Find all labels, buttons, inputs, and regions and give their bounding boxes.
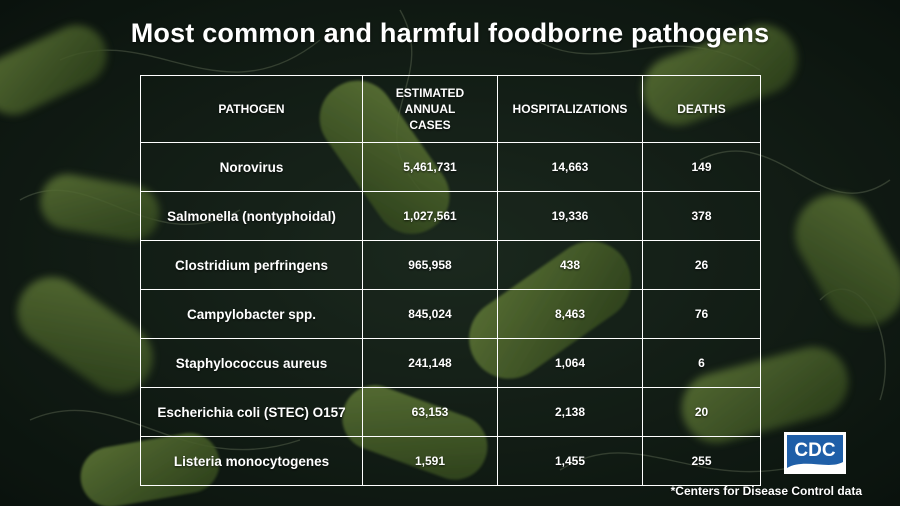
deaths-cell: 6 <box>642 338 761 388</box>
hospitalizations-cell: 1,064 <box>497 338 643 388</box>
table-row: Staphylococcus aureus 241,148 1,064 6 <box>140 338 761 388</box>
deaths-cell: 26 <box>642 240 761 290</box>
header-cases-line2: CASES <box>409 118 451 132</box>
cases-cell: 1,591 <box>362 436 498 486</box>
header-estimated-annual-cases: ESTIMATED ANNUAL CASES <box>362 75 498 143</box>
table-row: Listeria monocytogenes 1,591 1,455 255 <box>140 436 761 486</box>
hospitalizations-cell: 438 <box>497 240 643 290</box>
pathogen-cell: Salmonella (nontyphoidal) <box>140 191 363 241</box>
page-title: Most common and harmful foodborne pathog… <box>130 18 770 48</box>
cases-cell: 63,153 <box>362 387 498 437</box>
table-row: Campylobacter spp. 845,024 8,463 76 <box>140 289 761 339</box>
header-pathogen: PATHOGEN <box>140 75 363 143</box>
source-footnote: *Centers for Disease Control data <box>670 484 862 498</box>
deaths-cell: 255 <box>642 436 761 486</box>
header-deaths: DEATHS <box>642 75 761 143</box>
table-row: Clostridium perfringens 965,958 438 26 <box>140 240 761 290</box>
deaths-cell: 76 <box>642 289 761 339</box>
header-cases-line1: ESTIMATED ANNUAL <box>395 86 465 116</box>
cases-cell: 965,958 <box>362 240 498 290</box>
hospitalizations-cell: 1,455 <box>497 436 643 486</box>
hospitalizations-cell: 8,463 <box>497 289 643 339</box>
pathogen-cell: Escherichia coli (STEC) O157 <box>140 387 363 437</box>
pathogen-cell: Clostridium perfringens <box>140 240 363 290</box>
deaths-cell: 378 <box>642 191 761 241</box>
pathogen-cell: Campylobacter spp. <box>140 289 363 339</box>
pathogen-cell: Staphylococcus aureus <box>140 338 363 388</box>
deaths-cell: 20 <box>642 387 761 437</box>
table-header-row: PATHOGEN ESTIMATED ANNUAL CASES HOSPITAL… <box>140 75 761 143</box>
cases-cell: 845,024 <box>362 289 498 339</box>
pathogen-cell: Listeria monocytogenes <box>140 436 363 486</box>
table-row: Norovirus 5,461,731 14,663 149 <box>140 142 761 192</box>
table-row: Salmonella (nontyphoidal) 1,027,561 19,3… <box>140 191 761 241</box>
cases-cell: 5,461,731 <box>362 142 498 192</box>
cases-cell: 1,027,561 <box>362 191 498 241</box>
hospitalizations-cell: 2,138 <box>497 387 643 437</box>
hospitalizations-cell: 14,663 <box>497 142 643 192</box>
pathogen-table: PATHOGEN ESTIMATED ANNUAL CASES HOSPITAL… <box>140 75 761 486</box>
deaths-cell: 149 <box>642 142 761 192</box>
cdc-logo-text: CDC <box>794 440 835 461</box>
table-row: Escherichia coli (STEC) O157 63,153 2,13… <box>140 387 761 437</box>
hospitalizations-cell: 19,336 <box>497 191 643 241</box>
cdc-logo-icon: CDC <box>784 432 846 474</box>
cases-cell: 241,148 <box>362 338 498 388</box>
pathogen-cell: Norovirus <box>140 142 363 192</box>
header-hospitalizations: HOSPITALIZATIONS <box>497 75 643 143</box>
